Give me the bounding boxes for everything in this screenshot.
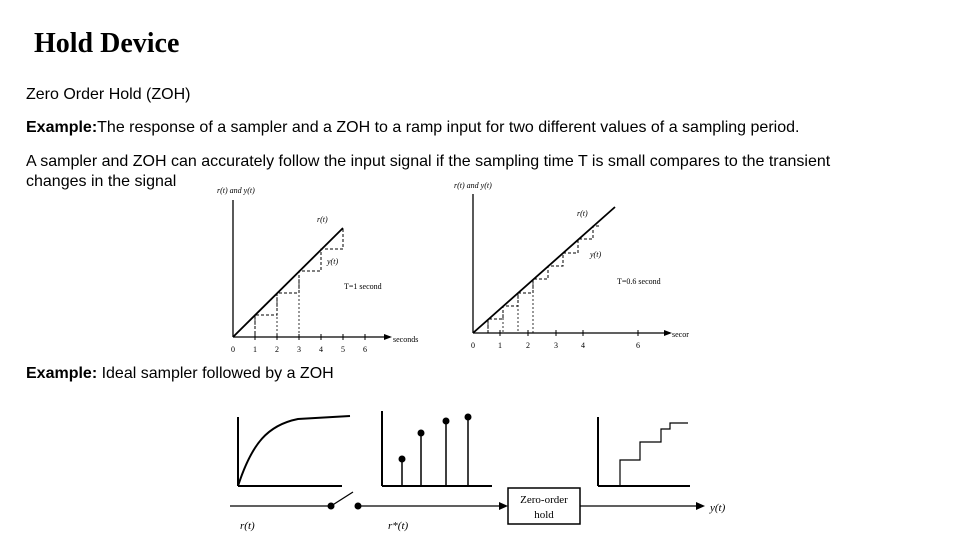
paragraph-line-1: A sampler and ZOH can accurately follow … (26, 153, 831, 170)
graph-right-staircase (473, 225, 600, 334)
graph-right-xlabel: secor (672, 330, 689, 339)
graph-left-tick: 6 (363, 345, 367, 354)
zoh-block-label-1: Zero-order (520, 494, 568, 506)
graph-right-tick-marks (499, 330, 639, 336)
graph-left-period-label: T=1 second (344, 282, 382, 291)
input-signal-plot (237, 415, 351, 487)
graph-left-tick: 1 (253, 345, 257, 354)
graph-left-ylabel: r(t) and y(t) (217, 186, 255, 195)
slide-title: Hold Device (34, 28, 180, 59)
paragraph-line-2: changes in the signal (26, 173, 177, 190)
sampled-signal-plot (381, 411, 492, 487)
graph-right: r(t) and y(t) r(t) y(t) T=0.6 second sec… (454, 181, 689, 350)
example-2-text: Ideal sampler followed by a ZOH (97, 365, 334, 382)
graph-right-tick: 1 (498, 341, 502, 350)
example-1: Example:The response of a sampler and a … (26, 118, 956, 138)
graph-left-tick: 5 (341, 345, 345, 354)
graph-left-xlabel: seconds (393, 335, 418, 344)
example-1-label: Example: (26, 119, 98, 136)
graph-left-x-arrow (384, 334, 392, 340)
graph-left-yt-label: y(t) (326, 257, 338, 266)
input-label: r(t) (240, 520, 255, 532)
paragraph: A sampler and ZOH can accurately follow … (26, 152, 956, 192)
sampled-label: r*(t) (388, 520, 409, 532)
graph-right-ylabel: r(t) and y(t) (454, 181, 492, 190)
output-signal-plot (597, 417, 690, 487)
graph-right-tick: 4 (581, 341, 585, 350)
graph-right-tick: 6 (636, 341, 640, 350)
signal-path (230, 491, 508, 510)
graph-right-ramp (472, 206, 616, 334)
graph-right-yt-label: y(t) (589, 250, 601, 259)
graph-left-tick: 2 (275, 345, 279, 354)
graph-left-rt-label: r(t) (317, 215, 328, 224)
graph-right-tick: 2 (526, 341, 530, 350)
block-diagram: Zero-order hold r(t) r*(t) y(t) (230, 411, 726, 532)
graph-right-tick: 3 (554, 341, 558, 350)
output-arrow-head (696, 502, 705, 510)
graph-left-tick: 4 (319, 345, 323, 354)
graph-left-tick: 3 (297, 345, 301, 354)
graph-left-tick: 0 (231, 345, 235, 354)
graph-right-rt-label: r(t) (577, 209, 588, 218)
output-label: y(t) (709, 502, 726, 514)
graph-left-ramp (232, 227, 344, 338)
zoh-block-label-2: hold (534, 509, 554, 521)
graph-right-tick: 0 (471, 341, 475, 350)
slide-subtitle: Zero Order Hold (ZOH) (26, 86, 191, 103)
example-1-text: The response of a sampler and a ZOH to a… (97, 119, 800, 136)
example-2: Example: Ideal sampler followed by a ZOH (26, 364, 334, 384)
graph-right-x-arrow (664, 330, 672, 336)
graph-left-tick-marks (254, 334, 366, 340)
example-2-label: Example: (26, 365, 98, 382)
graph-right-period-label: T=0.6 second (617, 277, 661, 286)
graph-left: r(t) and y(t) r(t) y(t) T=1 second secon… (217, 186, 418, 354)
